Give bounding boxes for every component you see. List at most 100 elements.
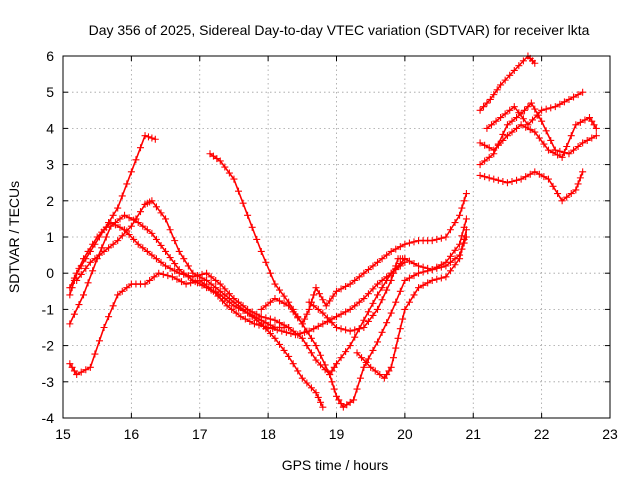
x-axis-label: GPS time / hours xyxy=(282,457,389,473)
data-point-marker xyxy=(189,269,197,277)
data-point-marker xyxy=(289,308,297,316)
data-point-marker xyxy=(392,344,400,352)
data-point-marker xyxy=(317,398,325,406)
data-point-marker xyxy=(510,66,518,74)
data-point-marker xyxy=(123,284,131,292)
data-point-marker xyxy=(364,266,372,274)
data-point-marker xyxy=(451,246,459,254)
data-point-marker xyxy=(405,274,413,282)
data-point-marker xyxy=(335,396,343,404)
series-trace-13 xyxy=(476,114,600,161)
data-point-marker xyxy=(565,95,573,103)
series-trail xyxy=(486,91,584,130)
x-tick-label: 17 xyxy=(192,426,208,442)
data-point-marker xyxy=(387,309,395,317)
data-point-marker xyxy=(310,302,318,310)
data-point-marker xyxy=(253,314,261,322)
data-point-marker xyxy=(148,134,156,142)
data-point-marker xyxy=(415,262,423,270)
data-point-marker xyxy=(579,88,587,96)
data-point-marker xyxy=(118,287,126,295)
data-point-marker xyxy=(241,315,249,323)
data-point-marker xyxy=(333,287,340,295)
data-point-marker xyxy=(342,326,350,334)
data-point-marker xyxy=(481,157,489,165)
data-point-marker xyxy=(515,109,523,117)
data-point-marker xyxy=(134,240,142,248)
data-point-marker xyxy=(456,255,464,263)
data-point-marker xyxy=(285,352,293,360)
data-point-marker xyxy=(588,134,596,142)
data-point-marker xyxy=(503,121,511,129)
data-point-marker xyxy=(175,266,183,274)
data-point-marker xyxy=(212,284,220,292)
data-point-marker xyxy=(360,324,368,331)
data-point-marker xyxy=(193,272,201,280)
data-point-marker xyxy=(497,81,505,89)
y-tick-label: 6 xyxy=(46,48,54,64)
data-point-marker xyxy=(458,245,466,253)
data-point-marker xyxy=(266,269,274,277)
data-point-marker xyxy=(68,363,76,371)
data-point-marker xyxy=(531,59,539,67)
data-point-marker xyxy=(178,278,186,286)
x-tick-label: 18 xyxy=(260,426,276,442)
data-point-marker xyxy=(396,325,404,333)
data-point-marker xyxy=(433,235,441,243)
data-point-marker xyxy=(203,284,211,292)
data-point-marker xyxy=(362,358,370,366)
x-tick-label: 20 xyxy=(397,426,413,442)
data-point-marker xyxy=(392,298,400,306)
data-point-marker xyxy=(118,232,126,240)
data-point-marker xyxy=(446,252,454,260)
data-point-marker xyxy=(294,314,302,322)
data-point-marker xyxy=(524,103,532,111)
data-point-marker xyxy=(314,305,322,313)
data-point-marker xyxy=(312,284,320,292)
data-point-marker xyxy=(485,144,493,152)
data-point-marker xyxy=(485,153,493,161)
data-point-marker xyxy=(424,264,432,272)
data-point-marker xyxy=(565,150,573,158)
data-point-marker xyxy=(193,279,201,287)
series-trail xyxy=(69,257,406,376)
series-trail xyxy=(69,214,324,408)
data-point-marker xyxy=(91,350,99,358)
data-point-marker xyxy=(207,286,215,294)
data-point-marker xyxy=(456,211,464,219)
data-point-marker xyxy=(198,274,206,282)
data-point-marker xyxy=(476,161,484,169)
data-point-marker xyxy=(451,219,459,227)
data-point-marker xyxy=(531,128,539,136)
data-point-marker xyxy=(499,177,507,185)
data-point-marker xyxy=(319,309,327,317)
data-point-marker xyxy=(157,241,165,249)
data-point-marker xyxy=(462,226,470,234)
data-point-marker xyxy=(519,115,527,123)
data-point-marker xyxy=(460,197,468,205)
data-point-marker xyxy=(558,197,566,205)
data-point-marker xyxy=(556,147,564,155)
data-point-marker xyxy=(262,325,270,333)
data-point-marker xyxy=(374,258,382,266)
data-point-marker xyxy=(266,330,274,338)
data-point-marker xyxy=(494,141,502,149)
data-point-marker xyxy=(526,170,534,178)
data-point-marker xyxy=(109,211,117,219)
data-point-marker xyxy=(80,255,88,263)
y-tick-label: -2 xyxy=(42,338,55,354)
data-point-marker xyxy=(109,240,117,248)
data-point-marker xyxy=(337,354,345,362)
data-point-marker xyxy=(315,290,323,298)
data-point-marker xyxy=(139,244,147,252)
data-point-marker xyxy=(121,211,129,219)
data-point-marker xyxy=(107,222,115,230)
data-point-marker xyxy=(574,180,582,188)
data-point-marker xyxy=(82,366,90,374)
chart-title: Day 356 of 2025, Sidereal Day-to-day VTE… xyxy=(89,22,590,38)
data-point-marker xyxy=(342,282,350,290)
data-point-marker xyxy=(544,146,552,154)
data-point-marker xyxy=(410,272,418,280)
data-point-marker xyxy=(162,215,170,223)
data-point-marker xyxy=(171,260,179,268)
